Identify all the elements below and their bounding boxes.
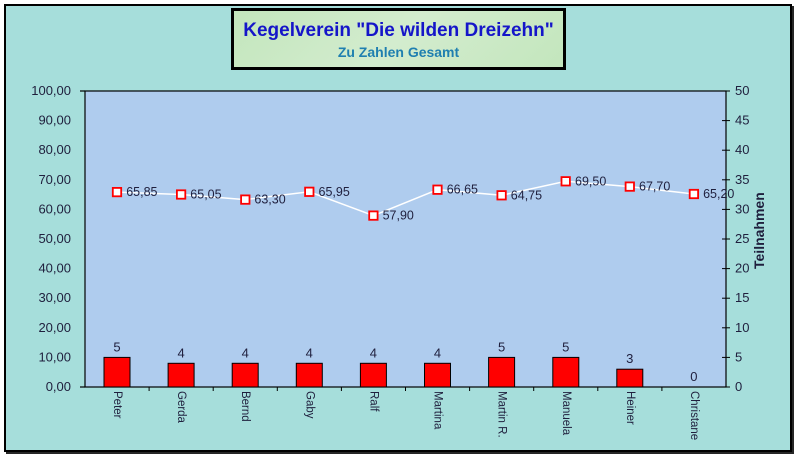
svg-text:5: 5	[113, 339, 120, 354]
svg-text:Peter: Peter	[111, 391, 123, 419]
svg-text:60,00: 60,00	[38, 201, 71, 216]
svg-text:50: 50	[735, 83, 749, 98]
svg-text:100,00: 100,00	[31, 83, 71, 98]
svg-text:40,00: 40,00	[38, 261, 71, 276]
svg-text:4: 4	[434, 345, 441, 360]
svg-text:57,90: 57,90	[383, 209, 414, 223]
svg-text:Heiner: Heiner	[624, 391, 636, 425]
svg-text:10,00: 10,00	[38, 349, 71, 364]
svg-text:50,00: 50,00	[38, 231, 71, 246]
svg-text:3: 3	[626, 351, 633, 366]
svg-text:Martina: Martina	[432, 391, 444, 430]
svg-text:65,95: 65,95	[319, 185, 350, 199]
svg-text:20: 20	[735, 261, 749, 276]
svg-text:5: 5	[562, 339, 569, 354]
svg-text:Bernd: Bernd	[239, 391, 251, 422]
svg-text:0: 0	[690, 369, 697, 384]
svg-text:0,00: 0,00	[46, 379, 71, 394]
svg-text:70,00: 70,00	[38, 172, 71, 187]
svg-text:69,50: 69,50	[575, 174, 606, 188]
svg-text:25: 25	[735, 231, 749, 246]
svg-text:65,85: 65,85	[126, 185, 157, 199]
svg-text:20,00: 20,00	[38, 320, 71, 335]
svg-text:Christane: Christane	[688, 391, 700, 440]
svg-text:30,00: 30,00	[38, 290, 71, 305]
svg-text:65,20: 65,20	[703, 187, 734, 201]
svg-text:67,70: 67,70	[639, 180, 670, 194]
svg-text:40: 40	[735, 142, 749, 157]
svg-text:Martin R.: Martin R.	[496, 391, 508, 438]
svg-text:15: 15	[735, 290, 749, 305]
svg-text:4: 4	[242, 345, 249, 360]
svg-text:0: 0	[735, 379, 742, 394]
svg-text:4: 4	[370, 345, 377, 360]
svg-text:Gerda: Gerda	[175, 391, 187, 424]
svg-text:10: 10	[735, 320, 749, 335]
svg-text:63,30: 63,30	[254, 193, 285, 207]
svg-text:30: 30	[735, 201, 749, 216]
svg-text:Ralf: Ralf	[367, 391, 379, 412]
svg-text:Gaby: Gaby	[303, 391, 315, 419]
svg-text:80,00: 80,00	[38, 142, 71, 157]
svg-text:5: 5	[498, 339, 505, 354]
svg-text:Teilnahmen: Teilnahmen	[751, 192, 767, 269]
svg-text:4: 4	[306, 345, 313, 360]
svg-text:66,65: 66,65	[447, 183, 478, 197]
svg-text:35: 35	[735, 172, 749, 187]
svg-text:4: 4	[177, 345, 184, 360]
svg-text:90,00: 90,00	[38, 113, 71, 128]
svg-text:65,05: 65,05	[190, 188, 221, 202]
svg-text:45: 45	[735, 113, 749, 128]
svg-text:5: 5	[735, 349, 742, 364]
svg-text:64,75: 64,75	[511, 188, 542, 202]
svg-text:Manuela: Manuela	[560, 391, 572, 436]
